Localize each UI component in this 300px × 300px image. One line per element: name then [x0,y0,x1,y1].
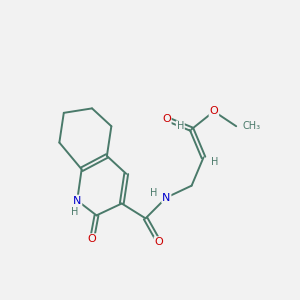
Text: O: O [154,237,163,247]
Text: O: O [162,114,171,124]
Text: CH₃: CH₃ [242,121,260,131]
Text: N: N [73,196,81,206]
Text: N: N [162,193,170,202]
Text: O: O [88,234,96,244]
Text: H: H [70,207,78,217]
Text: H: H [177,121,184,131]
Text: H: H [150,188,158,198]
Text: H: H [211,157,218,167]
Text: O: O [209,106,218,116]
